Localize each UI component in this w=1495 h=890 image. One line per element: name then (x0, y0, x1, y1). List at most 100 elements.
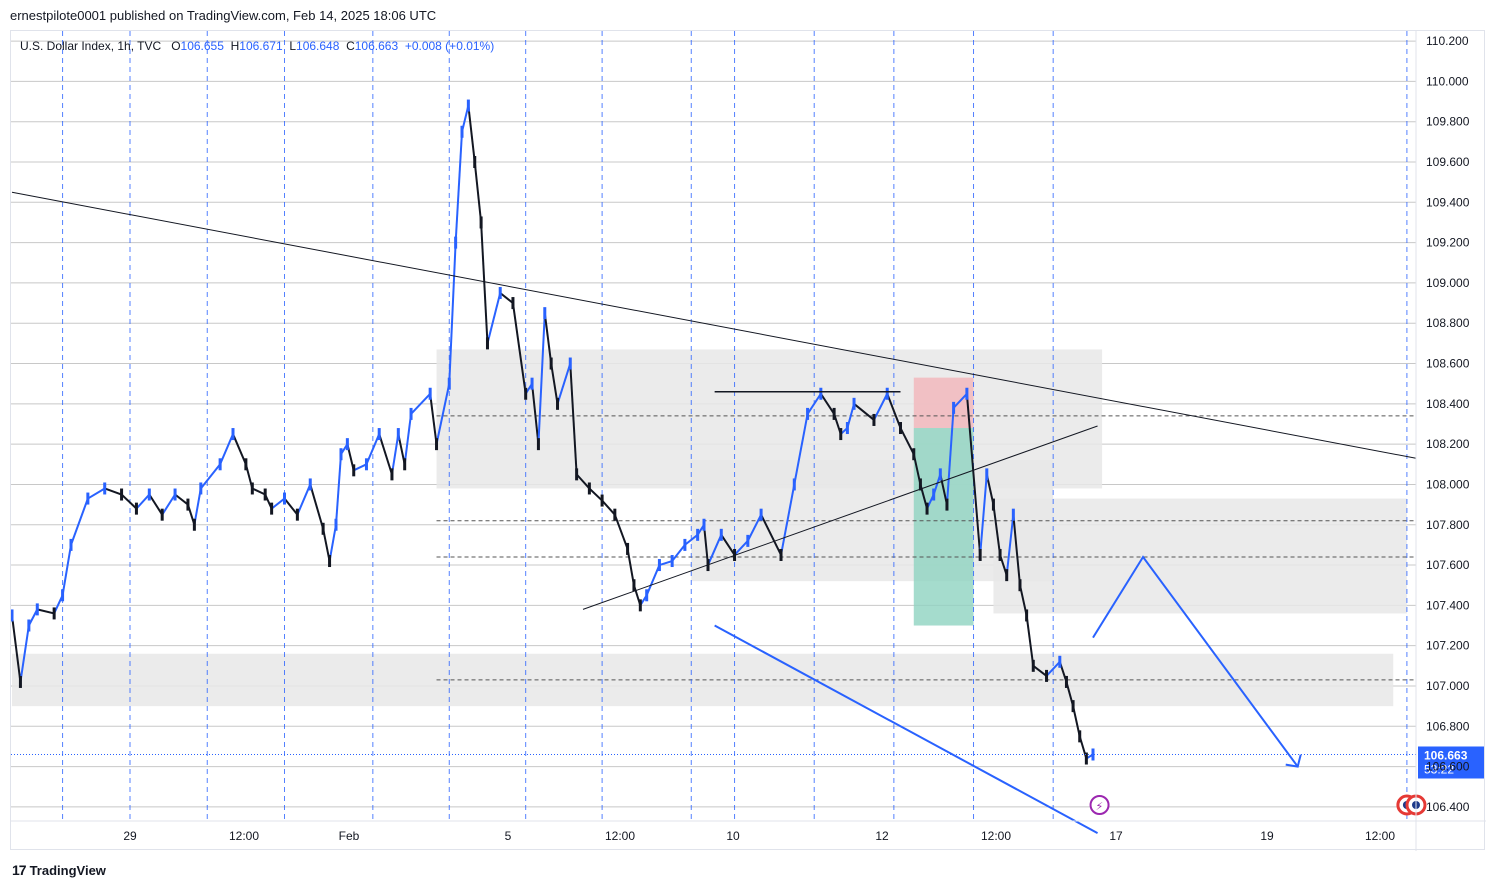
price-segment (569, 363, 578, 475)
time-tick-label: 17 (1109, 829, 1123, 843)
price-segment (733, 540, 749, 556)
tradingview-logo-icon: 17 (12, 862, 27, 878)
chart-frame[interactable]: 106.663 53:22 ⚡ 110.200 110.000 109.800 109.6… (10, 30, 1486, 851)
price-segment (296, 484, 312, 516)
price-tick-label: 107.800 (1426, 518, 1470, 532)
candle (696, 528, 700, 541)
price-segment (435, 383, 451, 445)
candle (806, 407, 810, 420)
price-segment (410, 393, 431, 415)
candle (52, 607, 56, 620)
lightning-event-glyph: ⚡ (1096, 800, 1104, 813)
trendline (582, 425, 1098, 610)
price-segment (746, 514, 762, 542)
candle (147, 488, 151, 501)
price-tick-label: 108.000 (1426, 477, 1470, 491)
time-tick-label: 5 (505, 829, 512, 843)
candle (998, 548, 1002, 561)
price-segment (309, 484, 325, 530)
price-segment (87, 487, 106, 500)
price-segment (353, 463, 367, 472)
candle (403, 458, 407, 471)
candle (657, 559, 661, 572)
candle (334, 518, 338, 531)
candle (1031, 659, 1035, 672)
time-tick-label: 12:00 (229, 829, 259, 843)
price-segment (886, 393, 902, 429)
candle (1025, 609, 1029, 622)
candle (192, 518, 196, 531)
candle (938, 468, 942, 481)
candle (339, 448, 343, 461)
candle (263, 488, 267, 501)
price-segment (965, 393, 982, 556)
price-segment (537, 313, 546, 445)
price-tick-label: 108.600 (1426, 357, 1470, 371)
price-segment (806, 393, 822, 415)
chart-legend: U.S. Dollar Index, 1h, TVC O106.655 H106… (20, 39, 494, 53)
candle (549, 357, 553, 370)
candle (632, 579, 636, 592)
candle (103, 482, 107, 495)
price-segment (251, 487, 266, 496)
candle (978, 548, 982, 561)
candle (69, 538, 73, 551)
price-tick-label: 110.000 (1426, 74, 1469, 88)
candle (1064, 675, 1068, 688)
tradingview-logo[interactable]: 17 TradingView (12, 862, 106, 878)
wedge-lower-line (714, 624, 1099, 834)
legend-symbol: U.S. Dollar Index, 1h, TVC (20, 39, 162, 53)
candle (1058, 655, 1062, 668)
price-tick-label: 109.600 (1426, 155, 1470, 169)
candle (779, 548, 783, 561)
candle (27, 619, 31, 632)
price-segment (1032, 665, 1048, 677)
price-segment (193, 488, 202, 525)
candle (670, 555, 674, 568)
candle (832, 407, 836, 420)
candle (447, 377, 451, 390)
price-segment (174, 493, 189, 506)
price-segment (135, 493, 151, 510)
candle (308, 478, 312, 491)
price-series (11, 99, 1095, 765)
candle (454, 236, 458, 249)
candle (396, 428, 400, 441)
publisher-line: ernestpilote0001 published on TradingVie… (10, 8, 437, 23)
price-segment (200, 463, 221, 490)
price-segment (467, 105, 476, 163)
candle (435, 438, 439, 451)
time-tick-label: 12 (875, 829, 889, 843)
price-segment (979, 474, 988, 556)
price-tick-label: 106.400 (1426, 800, 1470, 814)
projection-path (1092, 555, 1299, 768)
candle (1018, 579, 1022, 592)
candle (556, 397, 560, 410)
candle (120, 488, 124, 501)
price-segment (703, 524, 709, 566)
candle (945, 498, 949, 511)
candle (485, 337, 489, 350)
candle (918, 478, 922, 491)
price-segment (684, 534, 699, 546)
legend-low-label: L (289, 39, 297, 53)
candle (250, 482, 254, 495)
legend-close: 106.663 (354, 39, 399, 53)
price-segment (945, 407, 955, 505)
price-segment (1025, 615, 1035, 666)
candle (568, 357, 572, 370)
candle (466, 99, 470, 112)
price-tick-label: 109.000 (1426, 276, 1470, 290)
price-segment (378, 433, 393, 475)
price-segment (671, 544, 686, 562)
candle (543, 307, 547, 320)
price-tick-label: 107.400 (1426, 598, 1470, 612)
price-segment (365, 433, 381, 465)
price-segment (120, 493, 138, 510)
price-segment (11, 615, 22, 683)
candle (536, 438, 540, 451)
candle (1011, 508, 1015, 521)
candle (845, 422, 849, 435)
